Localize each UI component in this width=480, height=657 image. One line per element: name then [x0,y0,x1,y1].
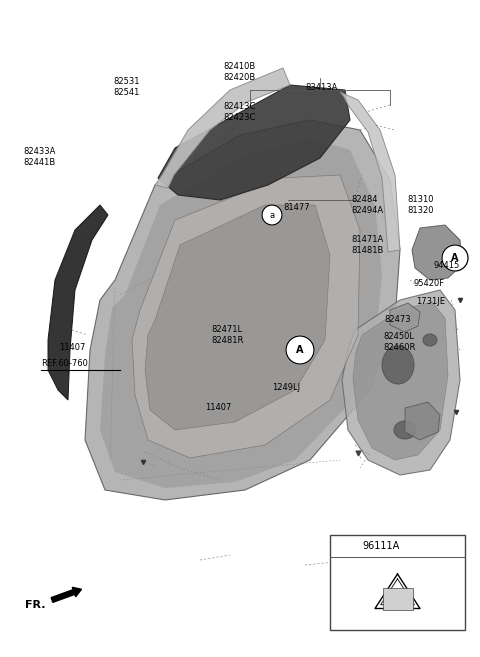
Polygon shape [405,402,440,440]
Text: 81471A
81481B: 81471A 81481B [351,235,384,255]
Polygon shape [412,225,462,280]
Text: FR.: FR. [25,600,46,610]
Ellipse shape [394,421,416,439]
FancyArrow shape [51,587,82,602]
Circle shape [286,336,314,364]
Text: 82531
82541: 82531 82541 [114,78,140,97]
Text: 96111A: 96111A [362,541,399,551]
Text: 95420F: 95420F [414,279,445,288]
Polygon shape [48,205,108,400]
Circle shape [340,538,356,554]
Polygon shape [155,68,290,188]
FancyBboxPatch shape [330,535,465,630]
Text: 82433A
82441B: 82433A 82441B [23,147,55,167]
Polygon shape [390,303,420,332]
Text: 81477: 81477 [283,202,310,212]
Text: 1731JE: 1731JE [416,298,445,307]
Text: 82471L
82481R: 82471L 82481R [211,325,243,345]
Text: 82484
82494A: 82484 82494A [351,195,383,215]
Text: a: a [269,210,275,219]
Polygon shape [342,290,460,475]
Text: 1249LJ: 1249LJ [272,384,300,392]
FancyBboxPatch shape [383,587,412,610]
Circle shape [262,205,282,225]
Polygon shape [85,120,400,500]
Text: 82413C
82423C: 82413C 82423C [224,102,256,122]
Polygon shape [353,302,448,460]
Text: 82410B
82420B: 82410B 82420B [224,62,256,81]
Text: REF.60-760: REF.60-760 [41,359,88,369]
Polygon shape [158,85,350,200]
Text: 82473: 82473 [384,315,410,325]
Text: 94415: 94415 [434,260,460,269]
Polygon shape [132,175,360,458]
Text: 11407: 11407 [205,403,231,413]
Text: 81310
81320: 81310 81320 [407,195,433,215]
Circle shape [442,245,468,271]
Text: A: A [451,253,459,263]
Text: A: A [296,345,304,355]
Polygon shape [145,205,330,430]
Ellipse shape [382,346,414,384]
Text: 82450L
82460R: 82450L 82460R [383,332,415,351]
Text: a: a [346,541,350,551]
Text: 83413A: 83413A [305,83,337,91]
Ellipse shape [423,334,437,346]
Polygon shape [100,138,382,488]
Text: 11407: 11407 [59,344,85,353]
Polygon shape [375,574,420,608]
Polygon shape [340,92,400,252]
